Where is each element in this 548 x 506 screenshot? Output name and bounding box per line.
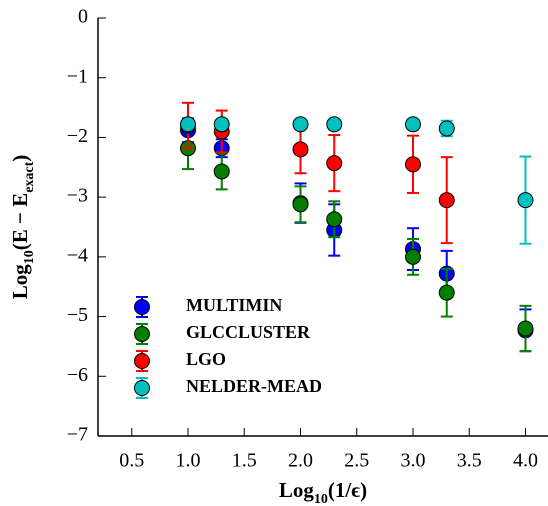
y-tick-label: −3 — [67, 185, 88, 207]
point — [180, 116, 196, 133]
point — [292, 196, 309, 213]
legend-label: LGO — [186, 349, 226, 369]
legend-marker — [134, 353, 150, 369]
point — [213, 116, 230, 133]
point — [213, 163, 230, 180]
axis-label-subscript: exact — [22, 161, 37, 192]
point — [438, 284, 455, 301]
axis-label-part: ) — [8, 155, 32, 162]
x-tick-label: 3.5 — [457, 450, 482, 472]
legend-marker — [134, 299, 150, 315]
axis-label-subscript: 10 — [22, 250, 37, 264]
legend-label: MULTIMIN — [186, 295, 282, 315]
axis-label-part: Log — [279, 478, 315, 502]
y-tick-label: −6 — [67, 364, 88, 386]
x-tick-label: 0.5 — [119, 450, 144, 472]
y-tick-label: 0 — [78, 6, 88, 28]
axis-label: Log10(1/ϵ) — [279, 478, 367, 506]
point — [517, 192, 534, 209]
axis-label: Log10(E − Eexact) — [8, 155, 37, 300]
point — [438, 192, 455, 209]
point — [517, 320, 534, 337]
legend-label: GLCCLUSTER — [186, 322, 311, 342]
point — [292, 141, 309, 158]
y-tick-label: −7 — [67, 424, 88, 446]
point — [326, 211, 343, 228]
y-tick-label: −1 — [67, 65, 88, 87]
axis-label-part: (1/ϵ) — [328, 478, 367, 502]
point — [405, 156, 421, 173]
legend-label: NELDER-MEAD — [186, 376, 322, 396]
x-tick-label: 2.0 — [288, 450, 313, 472]
point — [405, 248, 421, 265]
legend-marker — [134, 380, 150, 396]
y-tick-label: −5 — [67, 304, 88, 326]
point — [326, 155, 343, 172]
x-tick-label: 1.0 — [176, 450, 201, 472]
point — [405, 116, 421, 133]
point — [292, 116, 309, 133]
x-tick-label: 4.0 — [513, 450, 538, 472]
x-tick-label: 3.0 — [401, 450, 426, 472]
axis-label-part: (E − E — [8, 193, 32, 250]
axis-label-subscript: 10 — [314, 492, 328, 506]
y-tick-label: −4 — [67, 244, 88, 266]
point — [438, 120, 455, 137]
x-tick-label: 2.5 — [344, 450, 369, 472]
x-tick-label: 1.5 — [232, 450, 257, 472]
y-tick-label: −2 — [67, 125, 88, 147]
point — [326, 116, 343, 133]
legend-marker — [134, 326, 150, 342]
axis-label-part: Log — [8, 264, 32, 300]
